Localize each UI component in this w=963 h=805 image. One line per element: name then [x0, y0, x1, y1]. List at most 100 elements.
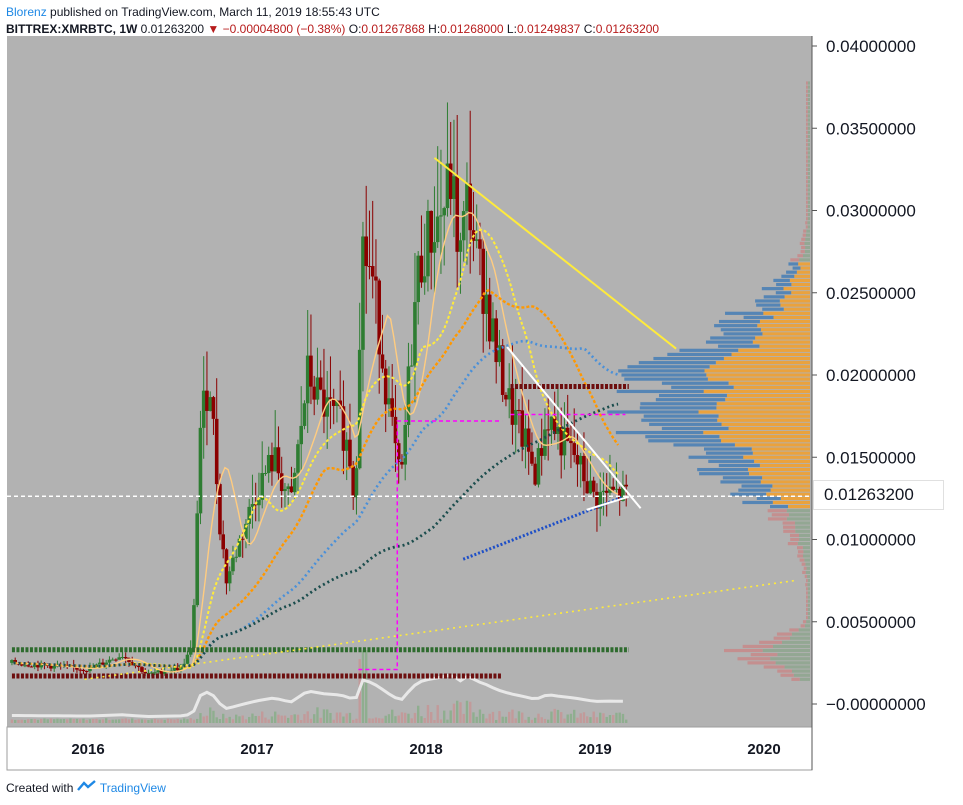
- candle-body: [338, 400, 342, 407]
- candle-body: [123, 657, 128, 659]
- volume-profile-bar: [806, 101, 808, 106]
- created-with-text: Created with: [6, 781, 74, 795]
- volume-bar: [469, 701, 472, 723]
- candle-body: [198, 427, 203, 514]
- y-tick-label: 0.04000000: [826, 37, 916, 56]
- volume-profile-bar: [803, 254, 810, 258]
- author-link[interactable]: Blorenz: [6, 5, 47, 19]
- volume-profile-bar: [806, 200, 808, 204]
- volume-bar: [595, 717, 599, 723]
- volume-bar: [277, 714, 280, 723]
- volume-profile-bar: [747, 467, 810, 472]
- volume-profile-bar: [772, 484, 810, 488]
- volume-profile-bar: [767, 517, 787, 521]
- candle-body: [539, 448, 544, 456]
- volume-bar: [436, 705, 439, 723]
- volume-bar: [329, 712, 332, 723]
- candle-body: [562, 427, 567, 456]
- candle-body: [403, 425, 407, 465]
- volume-profile-bar: [807, 126, 810, 130]
- volume-profile-bar: [643, 414, 719, 418]
- volume-bar: [602, 713, 605, 723]
- volume-profile-bar: [807, 163, 810, 167]
- volume-bar: [209, 707, 212, 723]
- tradingview-logo-icon[interactable]: [76, 780, 100, 795]
- candle-body: [598, 492, 602, 509]
- volume-profile-bar: [763, 665, 785, 669]
- x-tick-label: 2020: [747, 741, 780, 758]
- volume-profile-bar: [719, 435, 810, 439]
- candle-body: [185, 654, 190, 664]
- candle-body: [569, 440, 573, 444]
- volume-profile-bar: [725, 398, 810, 402]
- ohlc-line: BITTREX:XMRBTC, 1W 0.01263200 ▼ −0.00004…: [6, 21, 659, 38]
- volume-profile-bar: [795, 529, 810, 533]
- volume-profile-bar: [786, 270, 797, 274]
- volume-bar: [225, 718, 228, 723]
- volume-profile-bar: [801, 245, 806, 250]
- volume-profile-bar: [792, 669, 810, 673]
- candle-body: [380, 354, 385, 369]
- volume-bar: [394, 716, 397, 723]
- volume-profile-bar: [788, 505, 810, 509]
- candle-body: [549, 416, 554, 430]
- candle-body: [88, 667, 92, 672]
- candle-body: [16, 663, 21, 665]
- volume-profile-bar: [783, 287, 810, 291]
- volume-profile-bar: [731, 352, 810, 357]
- close-label: C:: [583, 22, 596, 36]
- volume-profile-bar: [806, 110, 808, 114]
- volume-profile-bar: [806, 106, 808, 110]
- candle-body: [289, 486, 294, 493]
- volume-bar: [40, 718, 43, 723]
- volume-profile-bar: [788, 513, 810, 517]
- candle-body: [624, 484, 628, 487]
- candle-body: [601, 490, 606, 493]
- volume-profile-bar: [807, 106, 810, 110]
- tradingview-brand[interactable]: TradingView: [99, 781, 166, 795]
- volume-profile-bar: [773, 278, 790, 283]
- volume-profile-bar: [741, 484, 773, 488]
- volume-bar: [592, 711, 595, 723]
- volume-bar: [498, 711, 501, 723]
- volume-bar: [410, 718, 413, 723]
- volume-profile-bar: [804, 241, 810, 245]
- close-value: 0.01263200: [595, 22, 660, 36]
- publish-line: Blorenz published on TradingView.com, Ma…: [6, 4, 659, 21]
- volume-bar: [605, 716, 608, 723]
- volume-profile-bar: [806, 204, 808, 208]
- volume-bar: [560, 712, 563, 723]
- volume-profile-bar: [804, 624, 810, 628]
- volume-profile-bar: [806, 93, 808, 97]
- volume-bar: [556, 709, 560, 723]
- candle-body: [468, 183, 472, 231]
- volume-bar: [374, 717, 378, 723]
- volume-profile-bar: [734, 443, 810, 447]
- candle-body: [114, 659, 118, 661]
- volume-bar: [511, 709, 514, 723]
- volume-bar: [452, 703, 456, 723]
- volume-profile-bar: [760, 328, 810, 332]
- open-value: 0.01267868: [361, 22, 425, 36]
- volume-bar: [550, 711, 553, 723]
- volume-profile-bar: [806, 566, 810, 570]
- volume-profile-bar: [661, 381, 729, 385]
- volume-profile-bar: [645, 435, 720, 439]
- candle-body: [409, 365, 414, 367]
- volume-bar: [462, 713, 465, 723]
- volume-bar: [20, 719, 23, 723]
- candle-body: [591, 480, 596, 492]
- candle-body: [565, 427, 570, 441]
- x-tick-label: 2019: [578, 741, 611, 758]
- candle-body: [396, 443, 401, 463]
- volume-profile-bar: [793, 673, 810, 677]
- volume-profile-bar: [797, 546, 803, 550]
- candle-body: [140, 667, 144, 672]
- candle-body: [244, 523, 248, 539]
- volume-bar: [400, 712, 404, 723]
- volume-profile-bar: [781, 274, 795, 278]
- volume-profile-bar: [720, 480, 761, 484]
- volume-bar: [176, 718, 179, 723]
- volume-profile-bar: [760, 480, 810, 484]
